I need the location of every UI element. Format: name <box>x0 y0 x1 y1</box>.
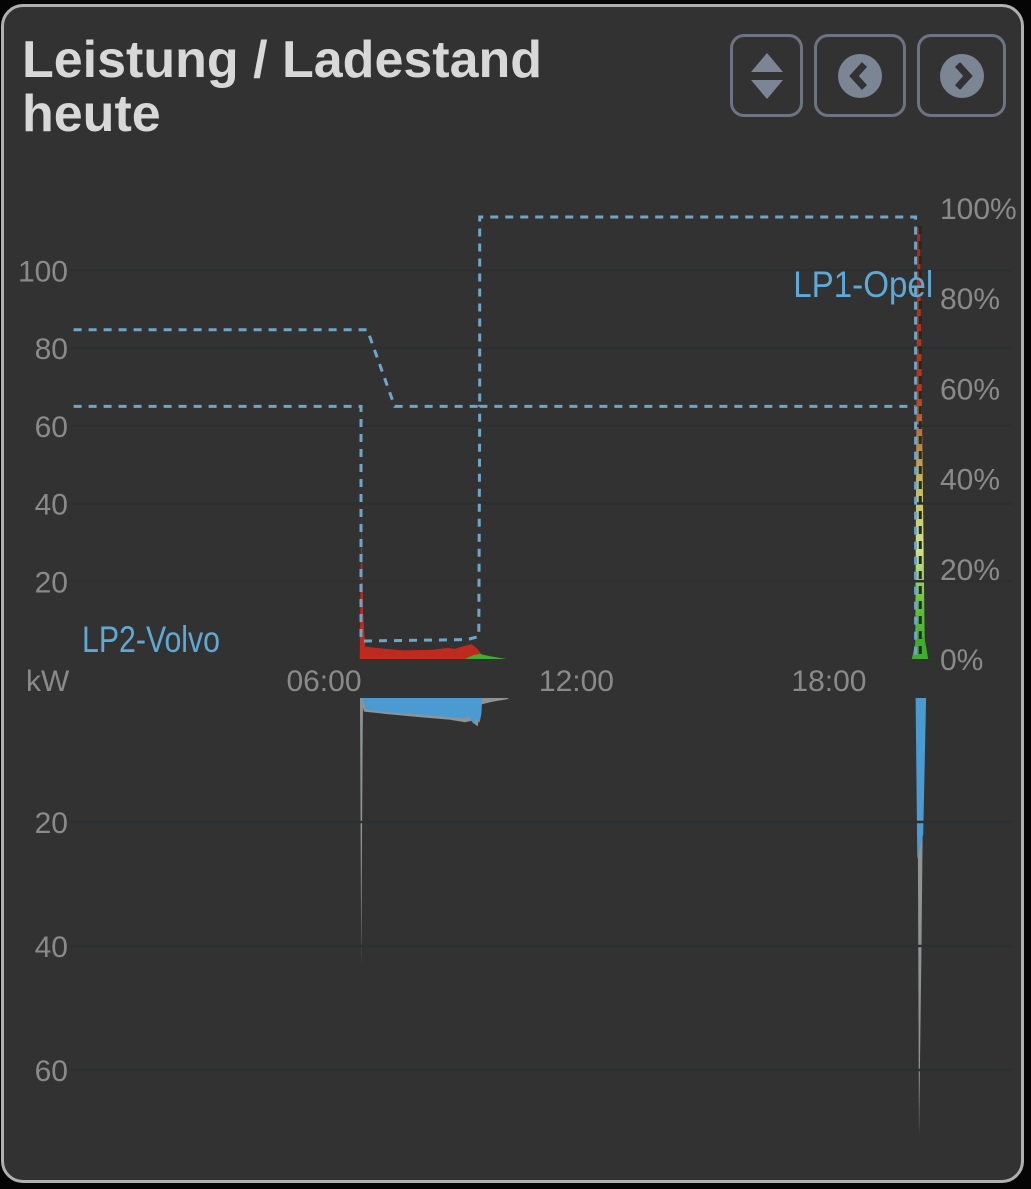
y-axis-unit-kw: kW <box>26 665 70 698</box>
soc-label-lp1-opel: LP1-Opel <box>793 264 933 305</box>
soc-label-lp2-volvo: LP2-Volvo <box>82 619 220 660</box>
up-down-triangles-icon <box>750 52 783 99</box>
scale-button[interactable] <box>730 34 803 117</box>
area-morning-blue-band <box>361 698 483 724</box>
ytick-kw-top-100: 100 <box>18 255 68 288</box>
ytick-kw-top-40: 40 <box>35 489 68 522</box>
soc-line-lp1-opel <box>73 215 918 657</box>
ytick-soc-0%: 0% <box>940 644 983 677</box>
area-charge-morning-red <box>359 509 483 659</box>
area-morning-gray-spike <box>360 698 364 966</box>
ytick-kw-top-20: 20 <box>35 566 68 599</box>
area-evening-green-base <box>911 633 929 659</box>
ytick-soc-40%: 40% <box>940 464 1000 497</box>
area-evening-gray-spike <box>917 698 924 1139</box>
ytick-soc-20%: 20% <box>940 554 1000 587</box>
ytick-soc-60%: 60% <box>940 373 1000 406</box>
next-button[interactable] <box>917 34 1006 117</box>
area-evening-spike-gradient <box>915 227 925 659</box>
ytick-kw-bottom-20: 20 <box>35 807 68 840</box>
ytick-kw-bottom-40: 40 <box>35 931 68 964</box>
soc-line-lp2-volvo <box>73 404 916 643</box>
power-soc-chart: LP1-Opel LP2-Volvo 20 40 60 80 100 kW 20 40 60 0% 20… <box>18 193 1017 1139</box>
xtick-18:00: 18:00 <box>791 665 866 698</box>
toolbar <box>730 34 1006 117</box>
ytick-kw-top-80: 80 <box>35 333 68 366</box>
chevron-right-circle-icon <box>939 53 984 98</box>
ytick-kw-bottom-60: 60 <box>35 1055 68 1088</box>
ytick-soc-100%: 100% <box>940 193 1017 226</box>
chart-card: Leistung / Ladestand heute LP1-Opel LP2-V… <box>1 4 1024 1183</box>
ytick-soc-80%: 80% <box>940 283 1000 316</box>
card-title: Leistung / Ladestand heute <box>22 31 543 144</box>
area-morning-gray-band <box>360 698 510 727</box>
ytick-kw-top-60: 60 <box>35 411 68 444</box>
xtick-12:00: 12:00 <box>539 665 614 698</box>
area-pv-morning-green <box>464 653 507 659</box>
prev-button[interactable] <box>814 34 906 117</box>
area-evening-blue-bar <box>915 698 927 860</box>
xtick-06:00: 06:00 <box>286 665 361 698</box>
chevron-left-circle-icon <box>838 53 882 98</box>
